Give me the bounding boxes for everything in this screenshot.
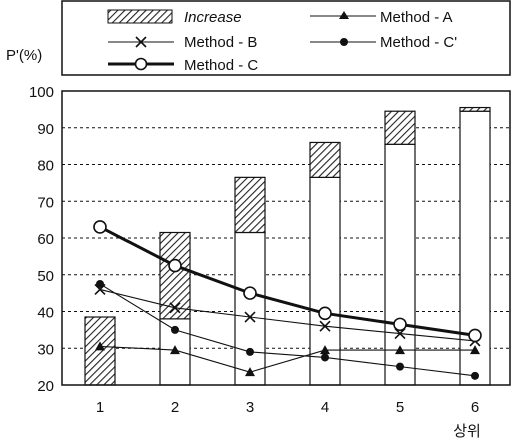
filled-circle-marker [246, 347, 254, 356]
x-tick-label: 3 [246, 399, 254, 416]
legend-label-increase: Increase [184, 9, 242, 26]
bar-increase [384, 110, 416, 145]
gridlines [62, 127, 510, 349]
legend-label-method-b: Method - B [184, 34, 257, 51]
open-circle-marker [393, 317, 407, 332]
y-tick-label: 30 [37, 341, 54, 358]
y-tick-label: 90 [37, 121, 54, 138]
series-line [99, 288, 476, 342]
triangle-marker [320, 345, 330, 355]
series-line [99, 225, 476, 337]
open-circle-marker [318, 306, 332, 321]
plot-frame [61, 90, 511, 386]
y-tick-label: 20 [37, 378, 54, 395]
open-circle-marker [243, 286, 257, 300]
legend-item-method-b: Method - B [108, 34, 257, 51]
series-line [99, 283, 476, 377]
bar-increase [459, 106, 491, 112]
cross-marker [244, 311, 256, 323]
bar-increase [309, 141, 341, 178]
bar-base [234, 231, 266, 386]
filled-circle-marker [396, 362, 404, 371]
bar-increase [234, 176, 266, 234]
open-circle-marker [468, 328, 482, 343]
cross-marker [169, 302, 181, 314]
legend-cross-marker [135, 36, 147, 48]
y-tick-label: 50 [37, 268, 54, 285]
y-tick-label: 40 [37, 305, 54, 322]
x-tick-labels: 1 2 3 4 5 6 [96, 399, 479, 416]
filled-circle-marker [321, 353, 329, 362]
filled-circle-marker [171, 325, 179, 334]
legend-label-method-a: Method - A [380, 9, 453, 26]
legend-item-method-a: Method - A [310, 9, 453, 26]
bar-increase [84, 316, 116, 386]
legend-item-method-c: Method - C [108, 57, 258, 74]
x-tick-label: 5 [396, 399, 404, 416]
triangle-marker [245, 367, 255, 377]
bar-base [459, 110, 491, 386]
legend-open-circle-marker [134, 57, 148, 71]
filled-circle-marker [96, 279, 104, 288]
y-tick-label: 80 [37, 158, 54, 175]
x-tick-label: 2 [171, 399, 179, 416]
bar-increase [159, 231, 191, 320]
triangle-marker [470, 345, 480, 355]
y-tick-label: 60 [37, 231, 54, 248]
y-tick-label: 70 [37, 194, 54, 211]
open-circle-marker [93, 220, 107, 234]
x-axis-label: 상위 [453, 423, 481, 440]
bar-base [384, 143, 416, 386]
filled-circle-marker [471, 371, 479, 380]
series-markers [93, 220, 482, 380]
legend-label-method-c-prime: Method - C' [380, 34, 457, 51]
triangle-marker [395, 345, 405, 355]
legend-triangle-marker [339, 11, 349, 19]
x-tick-label: 1 [96, 399, 104, 416]
legend-hatch-swatch [107, 9, 173, 24]
series-line [99, 345, 475, 373]
legend-item-increase: Increase [107, 9, 242, 26]
y-axis-label: P'(%) [6, 47, 42, 64]
legend-filled-circle-marker [340, 38, 348, 46]
y-tick-label: 100 [29, 84, 54, 101]
legend: Increase Method - A Method - B Method - … [61, 0, 511, 76]
triangle-marker [95, 341, 105, 351]
legend-item-method-c-prime: Method - C' [310, 34, 457, 51]
y-tick-labels: 20 30 40 50 60 70 80 90 100 [29, 84, 54, 395]
legend-box [61, 0, 511, 76]
x-tick-label: 4 [321, 399, 329, 416]
open-circle-marker [168, 258, 182, 273]
cross-marker [319, 320, 331, 332]
x-tick-label: 6 [471, 399, 479, 416]
series-lines [99, 225, 476, 377]
bars [84, 106, 491, 386]
triangle-marker [170, 345, 180, 355]
legend-label-method-c: Method - C [184, 57, 258, 74]
